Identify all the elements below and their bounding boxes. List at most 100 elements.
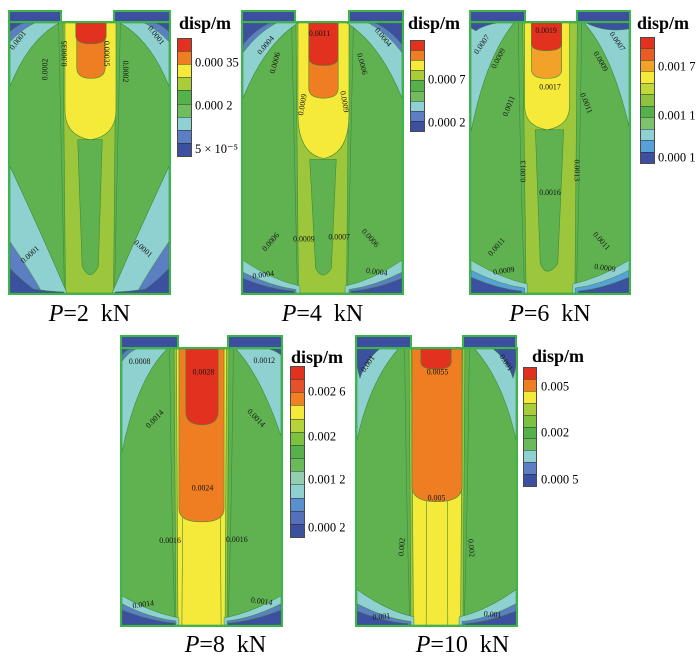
colorbar-swatch: [411, 90, 424, 101]
colorbar-tick-label: 0.002: [308, 429, 337, 444]
panel-caption: P=4 kN: [281, 301, 364, 327]
colorbar-tick-label: 0.002 6: [308, 384, 346, 399]
colorbar-swatch: [411, 100, 424, 111]
colorbar-tick-label: 0.001 1: [658, 108, 696, 123]
contour-label: 0.0012: [254, 356, 276, 365]
contour-label: 0.0016: [539, 188, 560, 197]
colorbar-swatch: [411, 80, 424, 91]
contour-plot-p2kn: 0.0001 0.0002 0.00035 0.00035 0.0002 0.0…: [8, 21, 171, 295]
colorbar-swatch: [291, 405, 304, 419]
colorbar: 0.002 6 0.002 0.001 2 0.000 2: [290, 366, 346, 538]
colorbar-swatch: [524, 438, 536, 451]
contour-plot-p4kn: 0.0004 0.0006 0.0011 0.0009 0.0009 0.000…: [241, 21, 404, 295]
contour-label: 0.0007: [328, 233, 350, 242]
colorbar-swatch: [411, 60, 424, 71]
colorbar-swatch: [411, 41, 424, 51]
contour-label: 0.0016: [226, 535, 248, 544]
colorbar-title: disp/m: [637, 13, 690, 33]
colorbar: 0.001 7 0.001 1 0.000 1: [640, 37, 696, 164]
panel-caption: P=8 kN: [184, 632, 267, 658]
colorbar-swatch: [291, 367, 304, 380]
colorbar-swatch: [291, 418, 304, 432]
contour-label: 0.0028: [193, 367, 215, 376]
contour-label: 0.0008: [129, 357, 151, 366]
colorbar-title: disp/m: [408, 13, 461, 33]
colorbar-tick-label: 0.000 5: [541, 472, 579, 487]
colorbar-swatch: [178, 90, 191, 104]
panel-caption: P=6 kN: [509, 301, 591, 327]
colorbar-swatch: [524, 414, 536, 427]
contour-plot-p10kn: 0.001 0.0055 0.001 0.005 0.002 0.002 0.0…: [355, 347, 518, 627]
colorbar-swatch: [291, 431, 304, 445]
contour-label: 0.0013: [572, 159, 581, 181]
colorbar-swatch: [641, 94, 654, 106]
contour-label: 0.002: [396, 537, 406, 556]
colorbar-swatch: [641, 48, 654, 60]
colorbar-swatch: [291, 471, 304, 485]
colorbar-tick-label: 0.000 35: [195, 55, 239, 70]
contour-label: 0.0002: [121, 61, 130, 83]
colorbar-swatch: [178, 51, 191, 65]
contour-label: 0.0019: [535, 26, 556, 35]
contour-label: 0.001: [372, 611, 390, 622]
colorbar-swatch: [178, 39, 191, 52]
colorbar-tick-label: 0.000 2: [195, 98, 233, 113]
colorbar-swatch: [641, 38, 654, 49]
colorbar-swatch: [641, 71, 654, 83]
colorbar-swatch: [178, 142, 191, 156]
colorbar-title: disp/m: [179, 13, 232, 33]
contour-label: 0.0013: [519, 160, 528, 182]
colorbar-swatch: [291, 379, 304, 393]
colorbar-tick-label: 0.000 1: [658, 150, 696, 165]
colorbar-swatch: [411, 50, 424, 61]
contour-label: 0.00035: [102, 41, 111, 67]
colorbar-swatch: [641, 140, 654, 152]
colorbar-tick-label: 0.002: [541, 425, 570, 440]
colorbar-swatch: [641, 82, 654, 95]
contour-label: 0.0009: [594, 262, 617, 274]
colorbar-title: disp/m: [532, 346, 585, 366]
colorbar-swatch: [524, 368, 536, 379]
contour-label: 0.005: [428, 494, 446, 503]
contour-label: 0.0014: [132, 598, 155, 610]
contour-label: 0.0009: [296, 93, 309, 116]
contour-label: 0.0009: [293, 235, 315, 244]
colorbar: 0.005 0.002 0.000 5: [523, 367, 579, 487]
contour-label: 0.0016: [159, 536, 181, 545]
colorbar-swatch: [178, 116, 191, 130]
contour-label: 0.0004: [252, 269, 275, 281]
colorbar: 0.000 7 0.000 2: [410, 40, 466, 132]
contour-label: 0.0002: [40, 59, 49, 81]
colorbar-swatch: [641, 105, 654, 118]
colorbar-swatch: [291, 392, 304, 406]
colorbar-swatch: [291, 444, 304, 459]
colorbar-swatch: [411, 70, 424, 81]
colorbar-swatch: [291, 484, 304, 498]
colorbar-tick-label: 5 × 10⁻⁵: [195, 141, 239, 156]
contour-label: 0.001: [483, 609, 501, 620]
contour-label: 0.0009: [338, 90, 351, 113]
contour-label: 0.00035: [60, 41, 69, 67]
colorbar-swatch: [178, 64, 191, 78]
colorbar-swatch: [524, 378, 536, 391]
colorbar-swatch: [291, 523, 304, 538]
colorbar-swatch: [178, 129, 191, 143]
colorbar-tick-label: 0.000 7: [428, 72, 466, 87]
contour-plot-p8kn: 0.0008 0.0028 0.0012 0.0014 0.0014 0.002…: [120, 347, 283, 627]
contour-label: 0.0014: [250, 595, 273, 607]
panel-caption: P=10 kN: [415, 632, 510, 658]
contour-label: 0.0017: [539, 82, 560, 91]
contour-label: 0.0009: [493, 265, 516, 277]
colorbar-swatch: [291, 458, 304, 472]
contour-label: 0.002: [466, 538, 476, 557]
contour-label: 0.0024: [192, 483, 214, 492]
colorbar-swatch: [641, 117, 654, 129]
colorbar-swatch: [641, 59, 654, 72]
colorbar-tick-label: 0.000 2: [308, 520, 346, 535]
colorbar-swatch: [524, 450, 536, 463]
colorbar-tick-label: 0.005: [541, 379, 570, 394]
colorbar-swatch: [524, 462, 536, 475]
panel-caption: P=2 kN: [48, 301, 131, 327]
colorbar-swatch: [291, 510, 304, 524]
